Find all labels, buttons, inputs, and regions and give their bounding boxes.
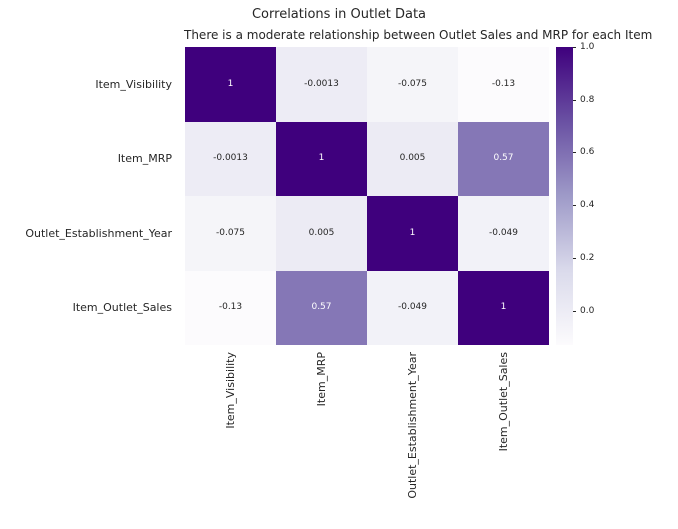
col-label: Item_Outlet_Sales [458, 352, 549, 524]
heatmap-cell: 0.005 [367, 121, 458, 196]
colorbar-tickmark [573, 152, 576, 154]
col-label: Item_Visibility [185, 352, 276, 524]
row-label: Item_Visibility [95, 77, 172, 91]
colorbar-tick-label: 0.8 [580, 94, 595, 105]
col-label-text: Item_Outlet_Sales [497, 352, 510, 452]
colorbar-tick-label: 0.2 [580, 252, 595, 263]
heatmap-cell: -0.13 [458, 47, 549, 122]
colorbar-tickmark [573, 205, 576, 207]
row-label: Item_Outlet_Sales [72, 301, 172, 315]
colorbar-tickmark [573, 257, 576, 259]
colorbar [556, 47, 573, 345]
heatmap-grid: 1 -0.0013 -0.075 -0.13 -0.0013 1 0.005 0.57 -0.0… [185, 47, 549, 345]
heatmap-cell: -0.0013 [276, 47, 367, 122]
chart-title: Correlations in Outlet Data [251, 7, 427, 22]
colorbar-tick-label: 0.0 [580, 305, 595, 316]
colorbar-tick-label: 0.6 [580, 147, 595, 158]
row-labels: Item_Visibility Item_MRP Outlet_Establishm… [0, 47, 179, 345]
heatmap-cell: 0.005 [276, 196, 367, 271]
col-labels: Item_Visibility Item_MRP Outlet_Establishm… [185, 352, 549, 524]
heatmap-cell: 1 [185, 47, 276, 122]
col-label: Outlet_Establishment_Year [367, 352, 458, 524]
colorbar-tick-label: 1.0 [580, 42, 595, 52]
heatmap-cell: -0.049 [458, 196, 549, 271]
colorbar-tickmark [573, 310, 576, 312]
col-label-text: Item_Visibility [224, 352, 237, 429]
col-label-text: Item_MRP [315, 352, 328, 407]
colorbar-tick-label: 0.4 [580, 200, 595, 211]
heatmap-cell: -0.075 [185, 196, 276, 271]
col-label: Item_MRP [276, 352, 367, 524]
heatmap-cell: -0.075 [367, 47, 458, 122]
col-label-text: Outlet_Establishment_Year [406, 352, 419, 499]
heatmap-cell: -0.13 [185, 270, 276, 345]
colorbar-tickmark [573, 99, 576, 101]
chart-subtitle: There is a moderate relationship between… [184, 28, 653, 42]
heatmap-cell: 1 [276, 121, 367, 196]
colorbar-tickmark [573, 47, 576, 48]
row-label: Item_MRP [117, 152, 172, 166]
heatmap-cell: 0.57 [276, 270, 367, 345]
heatmap-cell: -0.0013 [185, 121, 276, 196]
heatmap-cell: 0.57 [458, 121, 549, 196]
heatmap-cell: 1 [458, 270, 549, 345]
colorbar-ticks: 1.0 0.8 0.6 0.4 0.2 0.0 [573, 42, 617, 345]
heatmap-cell: 1 [367, 196, 458, 271]
heatmap-cell: -0.049 [367, 270, 458, 345]
row-label: Outlet_Establishment_Year [25, 226, 172, 240]
